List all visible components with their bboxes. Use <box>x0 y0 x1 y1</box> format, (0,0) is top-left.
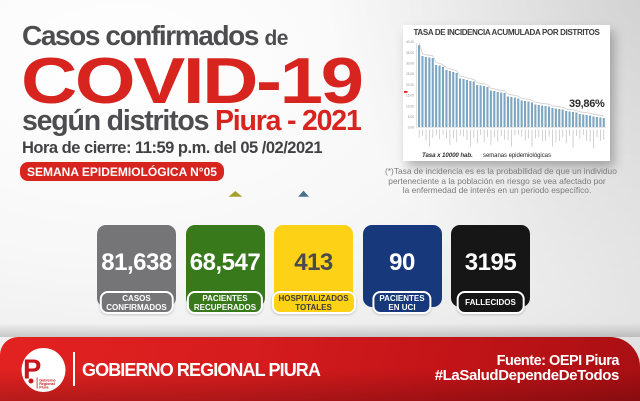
svg-text:25,00: 25,00 <box>406 72 414 76</box>
svg-text:Piura: Piura <box>39 386 49 390</box>
svg-text:10,00: 10,00 <box>406 104 414 108</box>
svg-text:20,00: 20,00 <box>406 83 414 87</box>
svg-text:40,00: 40,00 <box>406 40 414 44</box>
svg-text:P: P <box>23 353 41 384</box>
svg-text:Gobierno: Gobierno <box>39 379 56 383</box>
svg-text:30,00: 30,00 <box>406 62 414 66</box>
svg-text:15,00: 15,00 <box>406 94 414 98</box>
svg-text:Regional: Regional <box>39 382 55 386</box>
svg-text:0,00: 0,00 <box>408 126 414 130</box>
svg-text:5,00: 5,00 <box>408 115 414 119</box>
svg-text:35,00: 35,00 <box>406 51 414 55</box>
